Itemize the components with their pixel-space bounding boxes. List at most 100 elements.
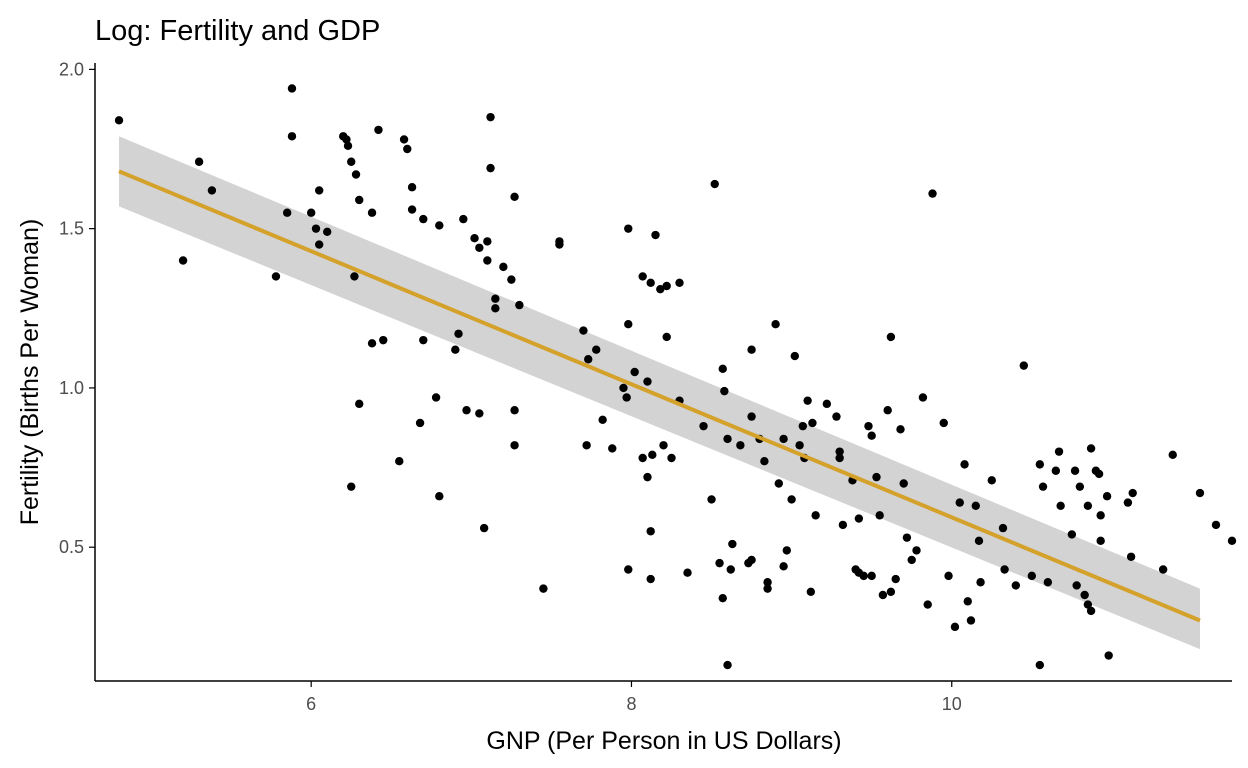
data-point [787, 495, 796, 504]
data-point [907, 555, 916, 565]
data-point [960, 460, 969, 469]
data-point [491, 304, 500, 313]
data-point [1000, 565, 1009, 574]
data-point [350, 272, 359, 281]
data-point [803, 396, 812, 405]
regression-line-layer [118, 169, 1201, 623]
data-point [912, 546, 921, 555]
data-point [374, 125, 383, 135]
data-point [659, 441, 668, 450]
data-point [1128, 488, 1137, 498]
y-tick-label: 1.0 [59, 378, 84, 398]
data-point [367, 208, 377, 217]
data-point [622, 393, 631, 402]
data-point [811, 511, 820, 520]
data-point [287, 132, 297, 141]
data-point [351, 170, 361, 179]
data-point [510, 192, 519, 201]
data-point [723, 660, 732, 670]
data-point [194, 157, 204, 166]
data-point [1011, 581, 1021, 590]
data-point [347, 157, 356, 166]
data-point [555, 240, 564, 249]
data-point [715, 558, 724, 568]
data-point [662, 332, 671, 342]
data-point [891, 574, 900, 584]
data-point [510, 406, 519, 415]
data-point [1054, 447, 1064, 456]
data-point [598, 415, 607, 424]
data-point [928, 189, 937, 198]
data-point [499, 262, 508, 272]
data-point [306, 208, 316, 217]
data-point [1019, 361, 1029, 370]
data-point [1067, 530, 1077, 539]
data-point [1096, 536, 1105, 546]
data-point [878, 590, 888, 600]
data-point [431, 393, 441, 402]
data-point [1211, 520, 1221, 530]
data-point [998, 523, 1008, 533]
data-point [1043, 578, 1053, 587]
data-point [407, 183, 417, 192]
data-point [864, 421, 873, 431]
x-tick-label: 10 [942, 694, 962, 714]
data-point [944, 571, 953, 581]
data-point [918, 393, 928, 402]
data-point [479, 523, 489, 533]
data-point [720, 386, 729, 396]
data-point [646, 574, 655, 584]
y-axis-title: Fertility (Births Per Woman) [16, 219, 44, 526]
data-point [763, 578, 772, 587]
data-point [483, 256, 492, 265]
data-point [710, 179, 719, 189]
data-point [207, 186, 217, 195]
data-point [1075, 482, 1085, 491]
data-point [343, 141, 353, 151]
data-point [475, 409, 484, 418]
data-point [395, 456, 404, 466]
data-point [1051, 466, 1061, 475]
data-point [584, 355, 593, 364]
data-point [782, 546, 792, 555]
data-point [624, 320, 633, 329]
data-point [355, 195, 364, 205]
data-point [419, 214, 428, 224]
data-point [643, 472, 652, 482]
data-point [323, 227, 332, 237]
data-point [582, 441, 591, 450]
data-point [779, 562, 788, 571]
chart-title: Log: Fertility and GDP [95, 15, 380, 47]
data-point [1102, 492, 1112, 501]
data-point [515, 300, 524, 310]
data-point [675, 278, 684, 288]
x-tick-label: 8 [626, 694, 636, 714]
data-point [1123, 498, 1133, 507]
data-point [886, 332, 896, 342]
data-point [1227, 536, 1237, 546]
data-point [899, 479, 908, 488]
data-point [790, 351, 800, 361]
data-point [963, 597, 972, 606]
data-point [347, 482, 356, 491]
data-point [510, 441, 519, 450]
data-point [314, 240, 324, 249]
data-point [707, 495, 716, 504]
data-point [667, 453, 676, 463]
data-point [1038, 482, 1048, 491]
data-point [470, 234, 479, 243]
data-point [976, 578, 985, 587]
data-point [854, 514, 864, 523]
data-point [407, 205, 417, 214]
data-point [1027, 571, 1037, 581]
data-point [822, 399, 832, 409]
data-point [886, 587, 896, 597]
data-point [835, 453, 844, 463]
y-tick-label: 0.5 [59, 537, 84, 557]
data-point [779, 434, 788, 444]
data-point [1126, 552, 1136, 561]
data-point [955, 498, 964, 507]
data-point [624, 565, 633, 574]
data-point [608, 444, 617, 453]
